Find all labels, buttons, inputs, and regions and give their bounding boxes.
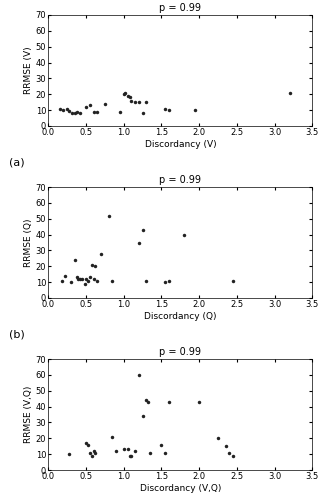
Point — [87, 102, 92, 110]
Point — [74, 274, 80, 281]
Point — [80, 275, 85, 283]
Point — [91, 108, 96, 116]
Point — [83, 103, 89, 111]
Point — [99, 250, 104, 258]
Title: p = 0.99: p = 0.99 — [159, 3, 201, 13]
X-axis label: Discordancy (Q): Discordancy (Q) — [144, 312, 217, 321]
Point — [95, 276, 100, 284]
Point — [231, 276, 236, 284]
Point — [227, 448, 232, 456]
Point — [68, 278, 73, 286]
Point — [132, 447, 137, 455]
Point — [82, 280, 87, 287]
Y-axis label: RRMSE (V): RRMSE (V) — [24, 46, 33, 94]
Point — [87, 274, 92, 281]
Point — [231, 452, 236, 460]
Point — [57, 104, 62, 112]
Text: (a): (a) — [9, 157, 24, 167]
Point — [65, 104, 70, 112]
Point — [92, 448, 98, 456]
Point — [67, 450, 72, 458]
Point — [83, 439, 89, 447]
Y-axis label: RRMSE (V,Q): RRMSE (V,Q) — [24, 386, 33, 443]
Point — [85, 440, 90, 448]
Point — [144, 396, 149, 404]
Point — [72, 110, 77, 118]
Point — [85, 276, 90, 284]
Point — [92, 262, 98, 270]
Point — [77, 108, 82, 116]
Point — [90, 260, 95, 268]
Point — [87, 448, 92, 456]
Point — [72, 256, 77, 264]
Point — [163, 448, 168, 456]
Point — [166, 106, 172, 114]
Point — [77, 275, 82, 283]
Point — [129, 96, 134, 104]
Point — [125, 92, 130, 100]
Title: p = 0.99: p = 0.99 — [159, 175, 201, 185]
Point — [83, 275, 89, 283]
Point — [140, 110, 145, 118]
Point — [140, 226, 145, 234]
Point — [223, 442, 228, 450]
Point — [106, 212, 111, 220]
Point — [110, 276, 115, 284]
Y-axis label: RRMSE (Q): RRMSE (Q) — [24, 218, 33, 267]
Point — [140, 412, 145, 420]
Point — [91, 275, 96, 283]
Point — [95, 108, 100, 116]
Point — [136, 98, 141, 106]
Point — [114, 447, 119, 455]
Point — [74, 108, 80, 116]
Point — [159, 440, 164, 448]
Text: (b): (b) — [9, 329, 24, 339]
Point — [110, 432, 115, 440]
Point — [90, 452, 95, 460]
Point — [127, 452, 132, 460]
Point — [132, 98, 137, 106]
Point — [62, 272, 68, 280]
Point — [144, 98, 149, 106]
Point — [129, 452, 134, 460]
X-axis label: Discordancy (V): Discordancy (V) — [145, 140, 216, 149]
Point — [127, 94, 132, 102]
Point — [182, 230, 187, 238]
Point — [102, 100, 108, 108]
Title: p = 0.99: p = 0.99 — [159, 347, 201, 357]
Point — [121, 446, 126, 454]
Point — [121, 90, 126, 98]
Point — [123, 88, 128, 96]
Point — [136, 371, 141, 379]
Point — [193, 106, 198, 114]
Point — [147, 448, 153, 456]
Point — [197, 398, 202, 406]
Point — [136, 238, 141, 246]
Point — [163, 104, 168, 112]
Point — [163, 278, 168, 286]
Point — [67, 107, 72, 115]
X-axis label: Discordancy (V,Q): Discordancy (V,Q) — [140, 484, 221, 493]
Point — [144, 276, 149, 284]
Point — [118, 108, 123, 116]
Point — [145, 398, 150, 406]
Point — [91, 447, 96, 455]
Point — [59, 276, 64, 284]
Point — [76, 275, 81, 283]
Point — [61, 106, 66, 114]
Point — [287, 88, 292, 96]
Point — [125, 446, 130, 454]
Point — [215, 434, 221, 442]
Point — [166, 276, 172, 284]
Point — [70, 108, 75, 116]
Point — [166, 398, 172, 406]
